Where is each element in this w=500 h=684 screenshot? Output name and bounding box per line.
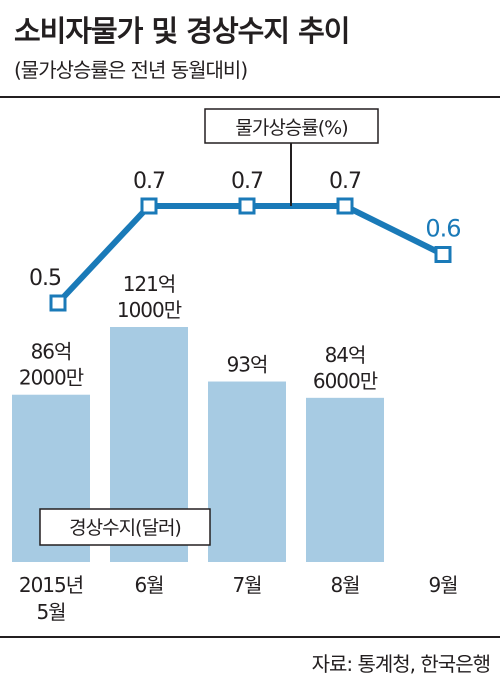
bar-label-2-line-2: 1000만 bbox=[117, 298, 182, 322]
chart-title: 소비자물가 및 경상수지 추이 bbox=[14, 14, 350, 48]
inflation-value-5: 0.6 bbox=[425, 215, 460, 243]
bar-label-2-line-1: 121억 bbox=[123, 272, 176, 296]
bar-4 bbox=[306, 397, 384, 562]
bar-legend-label: 경상수지(달러) bbox=[69, 517, 181, 539]
bar-label-3-line-1: 93억 bbox=[227, 353, 268, 377]
inflation-value-2: 0.7 bbox=[133, 169, 165, 194]
x-label-5-line-1: 9월 bbox=[428, 573, 457, 597]
x-label-1-line-1: 2015년 bbox=[19, 573, 83, 597]
inflation-line bbox=[55, 203, 445, 306]
inflation-marker-2 bbox=[140, 197, 158, 215]
bar-label-4-line-1: 84억 bbox=[325, 343, 366, 367]
chart-subtitle: (물가상승률은 전년 동월대비) bbox=[14, 58, 248, 82]
inflation-marker-1 bbox=[49, 294, 67, 312]
x-label-4-line-1: 8월 bbox=[330, 573, 359, 597]
bar-label-4-line-2: 6000만 bbox=[313, 369, 378, 393]
source-note: 자료: 통계청, 한국은행 bbox=[311, 652, 491, 676]
bottom-divider bbox=[0, 636, 500, 638]
inflation-marker-4 bbox=[336, 197, 354, 215]
inflation-marker-5 bbox=[434, 246, 452, 263]
top-divider bbox=[0, 96, 500, 98]
bar-label-1-line-1: 86억 bbox=[31, 340, 72, 364]
bar-3 bbox=[208, 381, 286, 562]
line-legend-label: 물가상승률(%) bbox=[235, 117, 347, 139]
x-label-3-line-1: 7월 bbox=[232, 573, 261, 597]
inflation-value-4: 0.7 bbox=[329, 169, 361, 194]
inflation-marker-3 bbox=[238, 197, 256, 215]
bar-legend-box bbox=[39, 508, 211, 546]
inflation-value-1: 0.5 bbox=[29, 266, 61, 291]
x-label-2-line-1: 6월 bbox=[134, 573, 163, 597]
x-label-1-line-2: 5월 bbox=[36, 600, 65, 624]
line-legend-box bbox=[204, 108, 379, 144]
bar-label-1-line-2: 2000만 bbox=[19, 366, 84, 390]
inflation-value-3: 0.7 bbox=[231, 169, 263, 194]
